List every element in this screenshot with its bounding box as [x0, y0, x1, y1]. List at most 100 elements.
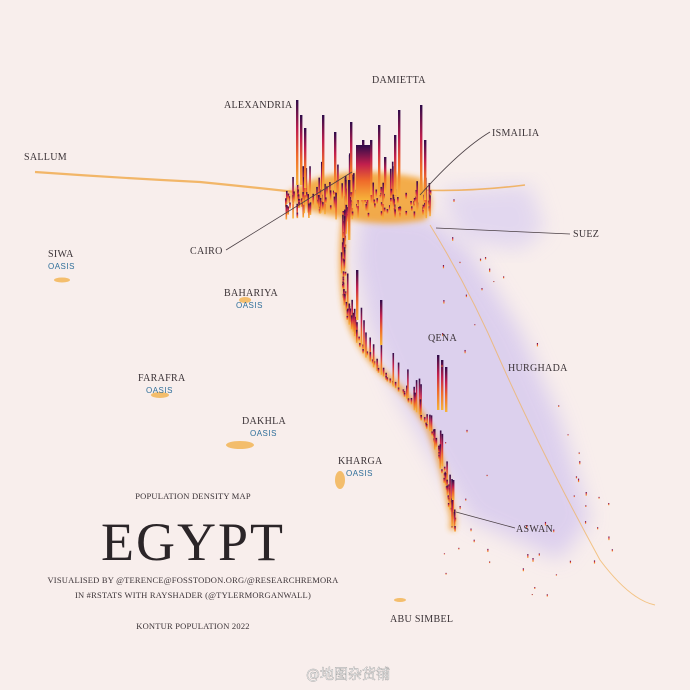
watermark: @地图杂货铺 — [306, 666, 390, 683]
spike — [353, 308, 356, 337]
spike — [350, 122, 353, 192]
spike — [397, 362, 400, 390]
spike — [394, 381, 397, 389]
spike — [376, 198, 379, 205]
spike — [382, 182, 385, 204]
spike — [418, 378, 421, 415]
spike — [302, 200, 305, 218]
spike — [465, 498, 467, 501]
spike — [296, 203, 298, 217]
spike — [286, 190, 288, 204]
spike — [445, 572, 447, 575]
spike — [344, 271, 347, 276]
spike — [429, 194, 431, 217]
ismailia-leader — [419, 131, 491, 196]
spike — [346, 273, 349, 308]
spike — [577, 478, 580, 483]
spike — [285, 204, 288, 220]
spike — [352, 177, 355, 202]
spike — [459, 261, 461, 264]
spike — [578, 452, 580, 455]
spike — [441, 360, 444, 410]
spike — [297, 189, 299, 200]
spike — [302, 177, 305, 205]
spike — [319, 197, 322, 214]
spike — [407, 398, 410, 403]
place-label: ALEXANDRIA — [224, 100, 293, 111]
spike — [598, 496, 600, 499]
subtitle: POPULATION DENSITY MAP — [135, 491, 251, 501]
spike — [388, 205, 391, 211]
spike — [316, 186, 318, 205]
sinai-coast — [419, 184, 526, 192]
spike — [406, 385, 408, 399]
spike — [433, 429, 436, 450]
spike — [432, 429, 435, 438]
spike — [423, 417, 426, 423]
spike — [357, 194, 359, 207]
place-label: ABU SIMBEL — [390, 614, 453, 625]
place-sublabel: OASIS — [250, 429, 277, 438]
spike — [345, 301, 348, 311]
spike — [342, 238, 345, 261]
place-sublabel: OASIS — [346, 469, 373, 478]
spike — [373, 361, 376, 366]
spike — [390, 188, 393, 198]
spike — [397, 387, 400, 392]
spike — [356, 145, 370, 200]
spike — [536, 343, 539, 347]
spike — [324, 183, 326, 215]
spike — [453, 511, 456, 530]
spike — [307, 194, 309, 213]
spike — [448, 497, 451, 503]
spike — [350, 192, 352, 198]
spike — [431, 431, 433, 436]
spike — [452, 482, 455, 520]
spike — [443, 477, 446, 483]
spike — [346, 309, 349, 318]
spike — [380, 202, 383, 208]
spike — [359, 343, 361, 348]
spike — [370, 140, 373, 195]
spike — [349, 308, 352, 323]
spike — [593, 560, 596, 564]
spike — [579, 461, 581, 465]
spike — [445, 367, 448, 412]
spike — [585, 505, 587, 508]
spike — [445, 486, 448, 491]
spike — [382, 367, 385, 377]
source: KONTUR POPULATION 2022 — [136, 621, 250, 631]
spike — [365, 203, 368, 212]
spike — [446, 461, 448, 481]
spike — [446, 479, 448, 488]
spike — [334, 132, 337, 192]
spike — [575, 476, 578, 479]
spike — [296, 212, 299, 219]
place-label: KHARGA — [338, 456, 383, 467]
spike — [503, 276, 505, 279]
spike — [438, 447, 440, 455]
spike — [322, 115, 325, 190]
spike — [394, 209, 396, 219]
spike — [343, 293, 346, 306]
spike — [479, 258, 482, 262]
spike — [355, 329, 358, 343]
spike — [435, 437, 438, 448]
spike — [415, 380, 418, 413]
spike — [484, 257, 487, 260]
spike — [372, 182, 375, 206]
place-label: CAIRO — [190, 246, 223, 257]
spike — [419, 399, 422, 419]
spike — [443, 473, 446, 479]
spike — [357, 200, 359, 218]
suez-leader — [435, 227, 571, 235]
spike — [304, 128, 307, 188]
spike — [527, 554, 529, 559]
spike — [351, 299, 353, 328]
spike — [343, 259, 345, 271]
spike — [413, 198, 416, 204]
spike — [414, 392, 417, 409]
spike — [447, 502, 450, 508]
north-coast — [34, 170, 296, 194]
spike — [422, 204, 425, 210]
